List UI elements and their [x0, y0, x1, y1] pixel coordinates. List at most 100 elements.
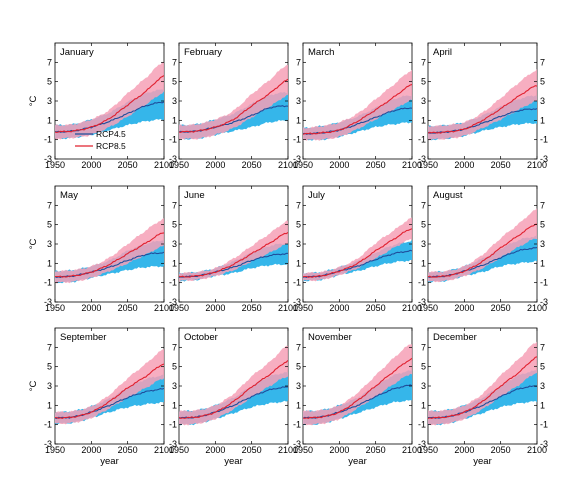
- panel-title: December: [433, 332, 477, 343]
- plot-area: [303, 344, 412, 426]
- y-axis-label: °C: [28, 96, 39, 107]
- x-tick-label: 2100: [527, 160, 547, 170]
- x-tick-label: 2100: [278, 303, 298, 313]
- y-tick-label: 1: [172, 115, 177, 125]
- x-tick-label: 2050: [491, 160, 511, 170]
- y-axis-label: °C: [28, 381, 39, 392]
- y-tick-label-right: 3: [540, 96, 545, 106]
- y-tick-label: 3: [296, 381, 301, 391]
- panel-title: November: [308, 332, 352, 343]
- x-tick-label: 1950: [418, 445, 438, 455]
- y-tick-label: -3: [44, 297, 52, 307]
- y-tick-label: -1: [44, 420, 52, 430]
- y-tick-label: 7: [47, 342, 52, 352]
- y-tick-label: 7: [421, 57, 426, 67]
- line-rcp85: [55, 75, 164, 133]
- y-tick-label: -1: [418, 135, 426, 145]
- x-tick-label: 2050: [118, 160, 138, 170]
- legend-label: RCP8.5: [96, 141, 126, 151]
- plot-area: [303, 69, 412, 141]
- y-tick-label-right: 5: [540, 220, 545, 230]
- x-tick-label: 2050: [366, 445, 386, 455]
- x-tick-label: 2000: [454, 445, 474, 455]
- x-tick-label: 2050: [242, 303, 262, 313]
- panel-january: 1950 2000 2050 2100 -3 -1 1 3 5 7 January °C RCP4.5R…: [28, 42, 174, 170]
- y-tick-label: 7: [421, 342, 426, 352]
- x-tick-label: 2000: [454, 160, 474, 170]
- legend: RCP4.5 RCP8.5: [75, 129, 126, 151]
- y-tick-label: 3: [172, 381, 177, 391]
- band-rcp85: [303, 217, 412, 282]
- y-tick-label: -1: [293, 278, 301, 288]
- x-tick-label: 1950: [293, 445, 313, 455]
- x-axis-label: year: [473, 456, 491, 467]
- y-tick-label: 3: [172, 96, 177, 106]
- y-tick-label: -3: [418, 154, 426, 164]
- x-tick-label: 2100: [402, 445, 422, 455]
- x-tick-label: 2000: [81, 160, 101, 170]
- y-tick-label: 7: [296, 342, 301, 352]
- y-tick-label: 7: [296, 57, 301, 67]
- y-tick-label: 3: [421, 381, 426, 391]
- y-tick-label: 1: [421, 115, 426, 125]
- y-tick-label-right: 7: [540, 200, 545, 210]
- x-tick-label: 1950: [45, 303, 65, 313]
- plot-area: [428, 341, 537, 426]
- y-tick-label: 1: [421, 400, 426, 410]
- y-tick-label: -1: [169, 278, 177, 288]
- x-tick-label: 2000: [329, 303, 349, 313]
- line-rcp85: [303, 83, 412, 135]
- y-tick-label: 7: [172, 342, 177, 352]
- band-rcp85: [428, 208, 537, 283]
- y-tick-label: -1: [169, 135, 177, 145]
- x-tick-label: 1950: [169, 303, 189, 313]
- y-axis-label: °C: [28, 239, 39, 250]
- y-tick-label: 1: [296, 400, 301, 410]
- panel-title: July: [308, 190, 325, 201]
- line-rcp45: [428, 247, 537, 278]
- y-tick-label: 1: [421, 258, 426, 268]
- line-rcp85: [428, 356, 537, 420]
- y-tick-label: 7: [296, 200, 301, 210]
- y-tick-label: 5: [172, 220, 177, 230]
- panel-november: 1950 2000 2050 2100 -3 -1 1 3 5 7 November year: [293, 327, 422, 467]
- y-tick-label-right: 3: [540, 239, 545, 249]
- y-tick-label: 5: [172, 77, 177, 87]
- y-tick-label: -1: [418, 420, 426, 430]
- line-rcp85: [55, 232, 164, 278]
- y-tick-label: -3: [418, 297, 426, 307]
- y-tick-label: 3: [47, 239, 52, 249]
- y-tick-label-right: -1: [540, 135, 548, 145]
- y-tick-label: 5: [421, 362, 426, 372]
- band-rcp85: [428, 69, 537, 141]
- plot-area: [55, 218, 164, 284]
- panel-title: October: [184, 332, 218, 343]
- y-tick-label: 3: [421, 96, 426, 106]
- y-tick-label-right: 3: [540, 381, 545, 391]
- line-rcp85: [428, 223, 537, 278]
- x-tick-label: 2000: [454, 303, 474, 313]
- x-tick-label: 1950: [293, 303, 313, 313]
- y-tick-label: 5: [47, 362, 52, 372]
- y-tick-label: -3: [44, 154, 52, 164]
- line-rcp85: [428, 85, 537, 134]
- x-tick-label: 1950: [418, 303, 438, 313]
- y-tick-label: 1: [296, 115, 301, 125]
- x-tick-label: 2100: [154, 160, 174, 170]
- y-tick-label: -3: [293, 439, 301, 449]
- y-tick-label: -3: [169, 297, 177, 307]
- y-tick-label: 1: [47, 400, 52, 410]
- panel-title: January: [60, 47, 94, 58]
- y-tick-label: 7: [172, 57, 177, 67]
- x-tick-label: 2000: [205, 445, 225, 455]
- y-tick-label: 1: [296, 258, 301, 268]
- line-rcp45: [428, 385, 537, 419]
- line-rcp45: [303, 384, 412, 419]
- x-tick-label: 1950: [45, 160, 65, 170]
- y-tick-label: -1: [169, 420, 177, 430]
- panel-title: June: [184, 190, 205, 201]
